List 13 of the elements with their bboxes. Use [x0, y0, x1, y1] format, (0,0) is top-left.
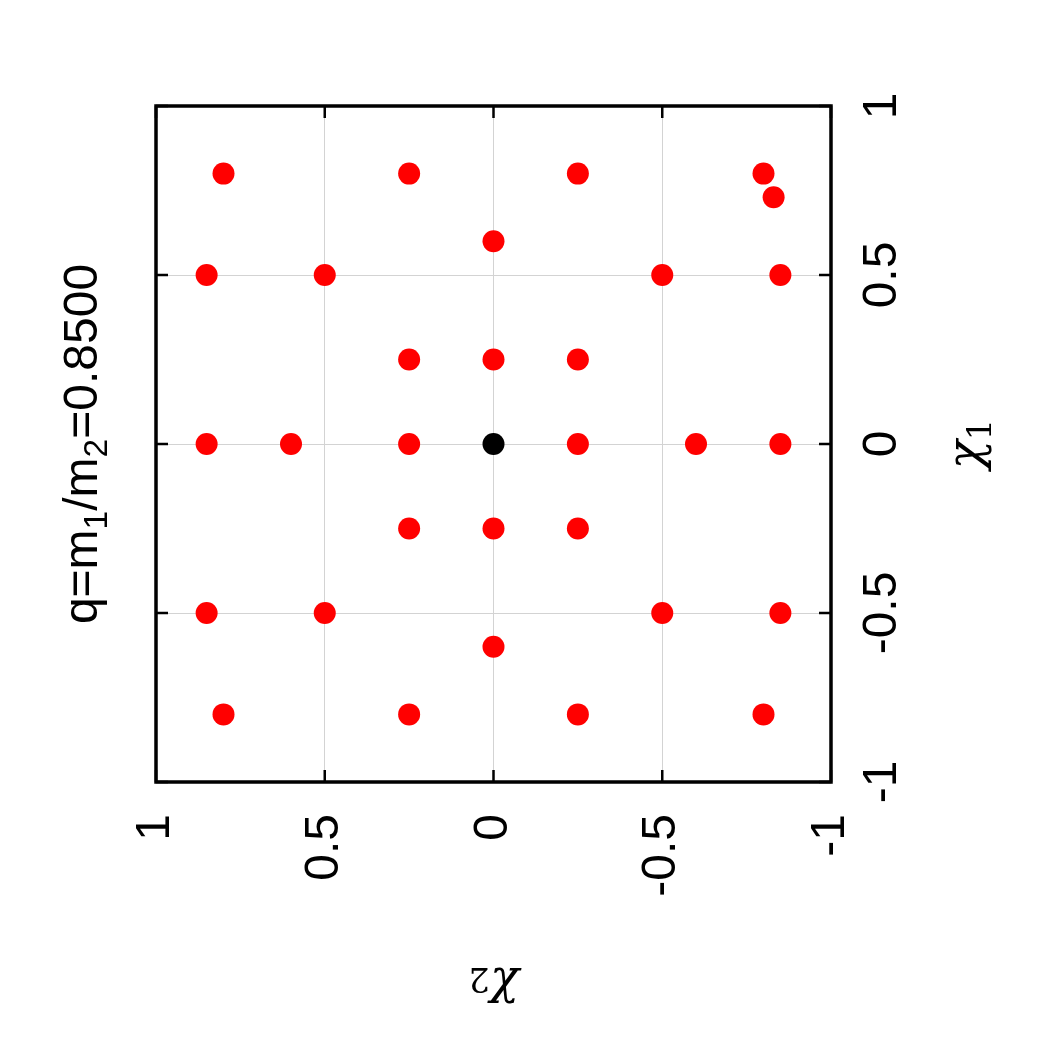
y-axis-title: χ1	[936, 418, 1000, 473]
text: q=m1/m2=0.8500	[54, 263, 114, 625]
y-tick-label: -0.5	[853, 571, 907, 655]
x-tick-label: -1	[801, 813, 855, 857]
x-tick-label: 0.5	[294, 813, 348, 881]
x-tick-label: 1	[126, 813, 180, 841]
y-tick-label: 0	[853, 430, 907, 458]
y-tick-label: 1	[853, 92, 907, 120]
x-axis-title: χ2	[468, 959, 522, 1023]
y-tick-label: -1	[853, 760, 907, 804]
x-tick-label: -0.5	[632, 813, 686, 897]
x-tick-label: 0	[463, 813, 517, 841]
y-tick-label: 0.5	[853, 241, 907, 309]
